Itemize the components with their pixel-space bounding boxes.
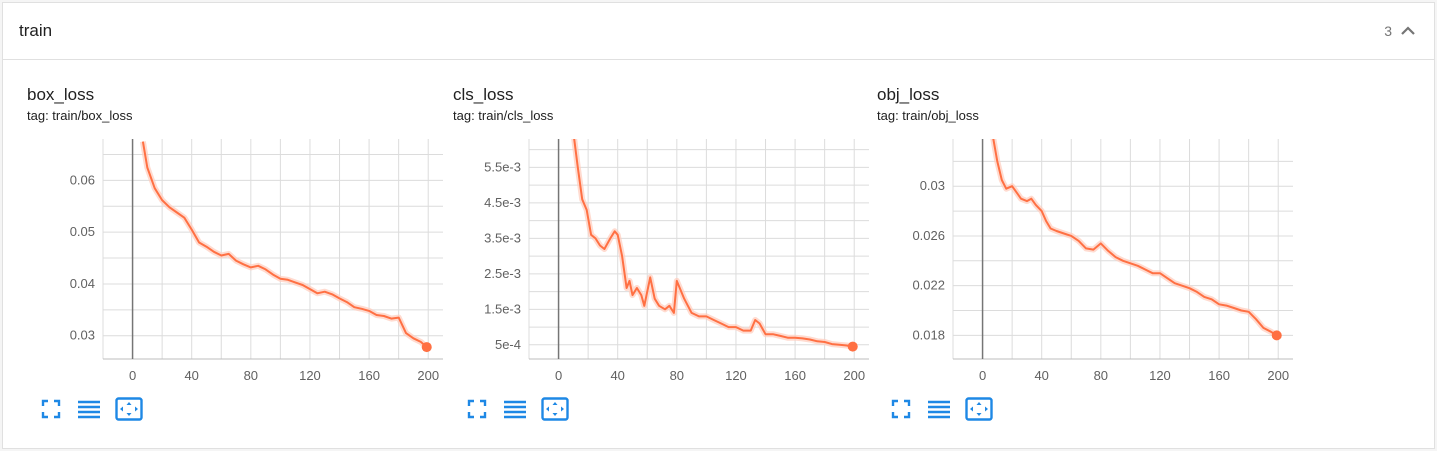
y-tick-label: 5.5e-3	[484, 159, 521, 174]
y-tick-label: 0.04	[70, 276, 95, 291]
chart-card-cls-loss: cls_loss tag: train/cls_loss 0 40 80 120 160…	[453, 85, 873, 425]
y-tick-label: 2.5e-3	[484, 266, 521, 281]
y-tick-label: 4.5e-3	[484, 195, 521, 210]
raw-series-band	[571, 139, 854, 350]
fit-domain-icon[interactable]	[39, 397, 63, 421]
y-tick-label: 0.05	[70, 224, 95, 239]
panel-title: train	[19, 21, 53, 40]
y-tick-label: 0.022	[912, 278, 945, 293]
card-count-badge: 3	[1384, 23, 1392, 39]
expand-icon[interactable]	[965, 397, 993, 421]
x-tick-label: 200	[1267, 368, 1289, 383]
last-point-marker	[421, 342, 432, 353]
y-tick-label: 1.5e-3	[484, 301, 521, 316]
y-tick-label: 0.06	[70, 172, 95, 187]
x-tick-label: 80	[1094, 368, 1108, 383]
series-line	[573, 139, 853, 348]
chart-tag: tag: train/cls_loss	[453, 108, 554, 123]
chart-title: box_loss	[27, 85, 95, 104]
series-line	[992, 139, 1278, 337]
chart-card-obj-loss: obj_loss tag: train/obj_loss 0 40 80 120 160…	[877, 85, 1297, 425]
obj-loss-chart[interactable]: 0 40 80 120 160 200 0.018 0.022 0.026 0.03	[877, 133, 1297, 393]
expand-icon[interactable]	[115, 397, 143, 421]
toggle-lines-icon[interactable]	[503, 397, 527, 421]
x-tick-label: 120	[1149, 368, 1171, 383]
y-tick-label: 0.026	[912, 228, 945, 243]
x-tick-label: 0	[555, 368, 562, 383]
x-tick-label: 120	[725, 368, 747, 383]
x-tick-label: 160	[784, 368, 806, 383]
x-tick-label: 40	[184, 368, 198, 383]
x-tick-label: 80	[670, 368, 684, 383]
panel-header[interactable]: train 3	[3, 3, 1434, 60]
x-tick-label: 120	[299, 368, 321, 383]
x-tick-label: 40	[1034, 368, 1048, 383]
y-tick-label: 5e-4	[495, 337, 521, 352]
toggle-lines-icon[interactable]	[927, 397, 951, 421]
x-tick-label: 160	[358, 368, 380, 383]
last-point-marker	[847, 341, 858, 352]
toggle-lines-icon[interactable]	[77, 397, 101, 421]
x-tick-label: 200	[417, 368, 439, 383]
chart-tag: tag: train/box_loss	[27, 108, 133, 123]
x-tick-label: 0	[979, 368, 986, 383]
chart-title: obj_loss	[877, 85, 940, 104]
y-tick-label: 0.03	[70, 328, 95, 343]
y-tick-label: 3.5e-3	[484, 230, 521, 245]
chart-card-box-loss: box_loss tag: train/box_loss 0 40 80 120 160…	[27, 85, 447, 425]
x-tick-label: 40	[610, 368, 624, 383]
fit-domain-icon[interactable]	[889, 397, 913, 421]
x-tick-label: 0	[129, 368, 136, 383]
x-tick-label: 80	[244, 368, 258, 383]
x-tick-label: 160	[1208, 368, 1230, 383]
y-tick-label: 0.018	[912, 327, 945, 342]
fit-domain-icon[interactable]	[465, 397, 489, 421]
x-tick-label: 200	[843, 368, 865, 383]
last-point-marker	[1271, 330, 1282, 341]
chart-tag: tag: train/obj_loss	[877, 108, 979, 123]
expand-icon[interactable]	[541, 397, 569, 421]
chart-title: cls_loss	[453, 85, 514, 104]
chevron-up-icon[interactable]	[1398, 21, 1418, 41]
box-loss-chart[interactable]: 0 40 80 120 160 200 0.03 0.04 0.05 0.06	[27, 133, 447, 393]
y-tick-label: 0.03	[920, 178, 945, 193]
series-line	[141, 141, 428, 348]
cls-loss-chart[interactable]: 0 40 80 120 160 200 5e-4 1.5e-3 2.5e-3 3.5e-3 4.5e…	[453, 133, 873, 393]
